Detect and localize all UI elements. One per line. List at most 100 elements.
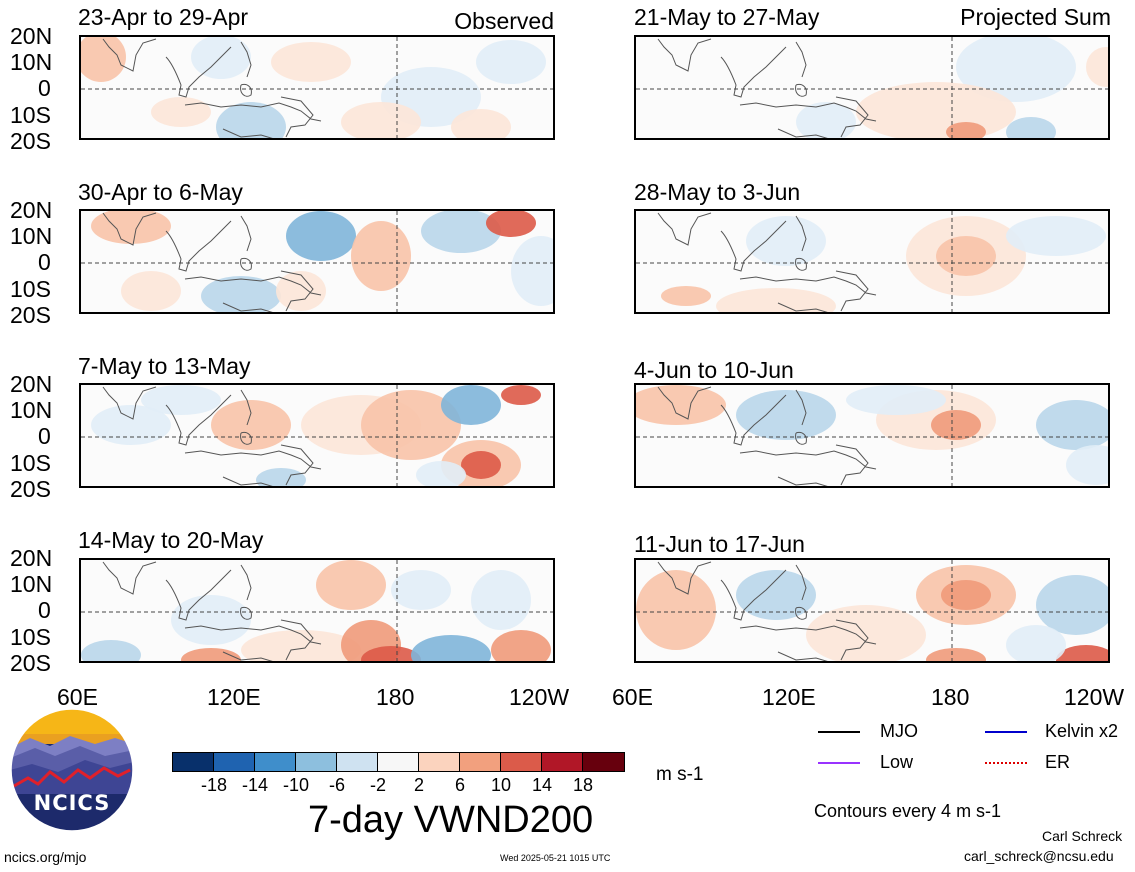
anomaly-area	[271, 42, 351, 82]
coastline	[102, 212, 322, 312]
y-tick: 20S	[10, 476, 51, 502]
y-tick: 10N	[10, 397, 53, 423]
x-tick: 120W	[509, 684, 570, 710]
anomaly-area	[941, 580, 991, 610]
anomaly-area	[441, 385, 501, 425]
y-tick: 10N	[10, 571, 53, 597]
anomaly-area	[151, 97, 211, 127]
anomaly-area	[91, 405, 171, 445]
colorbar-swatch	[418, 752, 460, 772]
panel-title-3: 30-Apr to 6-May	[78, 179, 243, 205]
colorbar-swatch	[213, 752, 255, 772]
legend-er-label: ER	[1045, 752, 1071, 772]
y-tick: 10S	[10, 276, 51, 302]
anomaly-area	[1036, 575, 1108, 635]
coastline	[102, 38, 322, 138]
legend-low-label: Low	[880, 752, 914, 772]
y-tick: 10S	[10, 450, 51, 476]
colorbar-tick: -6	[328, 775, 345, 795]
anomaly-area	[1006, 117, 1056, 138]
anomaly-area	[351, 221, 411, 291]
map-panel-6	[634, 383, 1110, 488]
anomaly-area	[1036, 400, 1108, 450]
y-tick: 0	[38, 597, 51, 623]
panel-title-7: 14-May to 20-May	[78, 527, 264, 553]
y-tick: 20S	[10, 302, 51, 328]
anomaly-area	[501, 385, 541, 405]
anomaly-area	[201, 276, 281, 312]
anomaly-area	[661, 286, 711, 306]
map-panel-7	[79, 558, 555, 663]
anomaly-area	[486, 211, 536, 237]
panel-label-observed: Observed	[454, 8, 554, 34]
anomaly-area	[316, 560, 386, 610]
y-tick: 20N	[10, 23, 53, 49]
coastline	[657, 386, 877, 486]
map-panel-8	[634, 558, 1110, 663]
author-email[interactable]: carl_schreck@ncsu.edu	[964, 848, 1114, 864]
panel-label-projected: Projected Sum	[960, 4, 1111, 30]
panel-title-6: 4-Jun to 10-Jun	[634, 357, 794, 383]
anomaly-area	[511, 236, 553, 306]
anomaly-area	[716, 288, 836, 312]
anomaly-area	[846, 385, 946, 415]
anomaly-area	[411, 635, 491, 661]
colorbar-swatch	[336, 752, 378, 772]
coastline	[657, 212, 877, 312]
y-tick: 20S	[10, 650, 51, 676]
y-tick: 0	[38, 249, 51, 275]
legend-kelvin-line	[985, 731, 1027, 733]
anomaly-area	[636, 570, 716, 650]
panel-title-1: 23-Apr to 29-Apr	[78, 4, 249, 30]
colorbar-swatch	[295, 752, 337, 772]
anomaly-area	[1056, 645, 1108, 661]
map-panel-5	[79, 383, 555, 488]
coastline	[102, 386, 322, 486]
colorbar-units: m s-1	[656, 764, 704, 785]
colorbar-swatch	[582, 752, 625, 772]
website-link[interactable]: ncics.org/mjo	[4, 849, 87, 865]
anomaly-area	[276, 271, 326, 311]
anomaly-area	[421, 211, 501, 253]
colorbar-swatch	[254, 752, 296, 772]
y-tick: 10S	[10, 624, 51, 650]
colorbar-swatch	[541, 752, 583, 772]
anomaly-area	[451, 109, 511, 138]
anomaly-area	[1086, 47, 1108, 87]
map-field	[636, 560, 1108, 661]
anomaly-area	[936, 236, 996, 276]
anomaly-area	[256, 468, 306, 486]
colorbar-swatch	[500, 752, 542, 772]
anomaly-area	[926, 648, 986, 661]
colorbar-tick: 18	[572, 775, 594, 795]
anomaly-area	[476, 40, 546, 84]
colorbar-swatch	[172, 752, 214, 772]
anomaly-area	[856, 82, 1016, 138]
anomaly-area	[1066, 445, 1108, 485]
coastline	[102, 561, 322, 661]
logo-text: NCICS	[33, 791, 111, 815]
y-tick: 10S	[10, 102, 51, 128]
coastline	[657, 561, 877, 661]
legend-mjo-label: MJO	[880, 721, 918, 741]
anomaly-area	[956, 37, 1076, 102]
anomaly-area	[91, 211, 171, 244]
y-tick: 10N	[10, 49, 53, 75]
map-field	[81, 211, 553, 312]
colorbar-tick: -2	[369, 775, 386, 795]
x-tick: 180	[376, 684, 415, 710]
anomaly-area	[471, 570, 531, 630]
anomaly-area	[746, 216, 826, 266]
anomaly-area	[216, 102, 286, 138]
main-title: 7-day VWND200	[308, 799, 594, 841]
anomaly-area	[171, 595, 251, 645]
anomaly-area	[491, 630, 551, 661]
anomaly-area	[181, 648, 241, 661]
colorbar-swatch	[459, 752, 501, 772]
anomaly-area	[361, 646, 421, 661]
legend-low-line	[818, 762, 860, 764]
anomaly-area	[1006, 625, 1066, 661]
anomaly-area	[416, 461, 466, 486]
x-tick: 60E	[612, 684, 653, 710]
anomaly-area	[461, 451, 501, 479]
